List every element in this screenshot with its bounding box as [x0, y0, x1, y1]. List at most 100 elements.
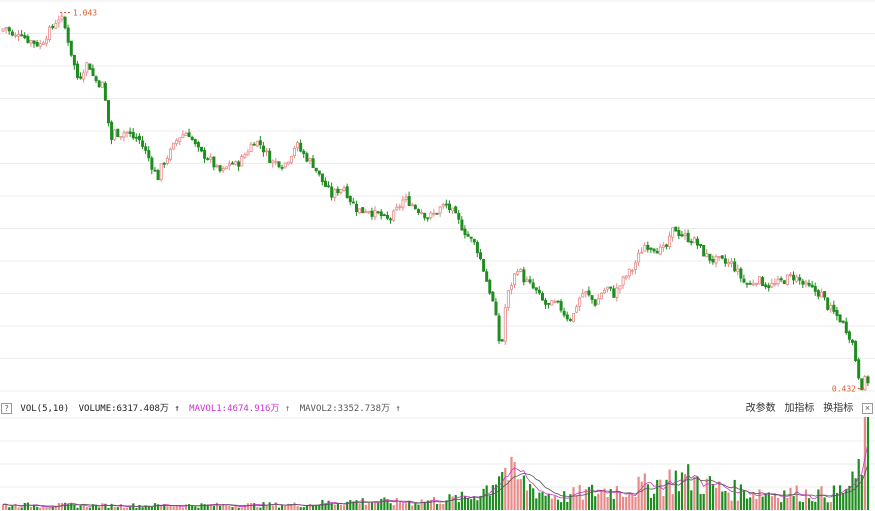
volume-bar — [405, 503, 408, 510]
candle-body — [416, 209, 420, 213]
candle-body — [739, 268, 743, 279]
volume-bar — [144, 505, 147, 510]
candle-body — [423, 212, 427, 219]
close-icon[interactable]: × — [862, 402, 873, 414]
volume-bar — [755, 498, 758, 510]
volume-bar — [246, 503, 250, 510]
candle-body — [674, 226, 678, 232]
candle-body — [618, 285, 622, 290]
candle-body — [122, 132, 126, 138]
candle-body — [854, 340, 858, 362]
candle-body — [172, 142, 176, 150]
volume-bar — [48, 506, 51, 510]
candle-body — [789, 274, 793, 276]
volume-bar — [814, 501, 817, 510]
volume-bar — [820, 486, 823, 510]
volume-bar — [783, 490, 786, 510]
candle-body — [13, 34, 17, 37]
candle-body — [785, 274, 789, 285]
candle-body — [584, 291, 588, 294]
candle-body — [559, 301, 563, 311]
volume-bar — [268, 502, 271, 510]
volume-bar — [85, 506, 88, 510]
candle-body — [652, 248, 656, 252]
candle-body — [348, 196, 352, 203]
volume-bar — [98, 507, 101, 510]
volume-bar — [33, 504, 36, 510]
candle-body — [1, 28, 5, 32]
volume-bar — [169, 506, 172, 510]
volume-bar — [535, 498, 538, 510]
candle-body — [358, 208, 362, 214]
candle-body — [237, 161, 241, 167]
volume-bar — [795, 485, 798, 510]
volume-bar — [764, 493, 767, 510]
volume-bar — [181, 507, 184, 510]
candle-body — [866, 376, 870, 384]
candle-body — [615, 287, 619, 298]
candle-body — [841, 320, 845, 323]
candle-body — [224, 166, 228, 170]
price-grid — [0, 0, 875, 392]
volume-bar — [773, 493, 777, 510]
volume-bar — [777, 497, 780, 510]
candle-body — [407, 196, 411, 207]
volume-bar — [8, 507, 11, 510]
candle-body — [48, 26, 52, 40]
volume-bar — [711, 484, 715, 510]
volume-bar — [501, 471, 504, 510]
volume-bar — [674, 470, 677, 510]
volume-bar — [733, 479, 736, 510]
volume-bar — [482, 488, 485, 510]
volume-bar — [532, 488, 535, 510]
candle-body — [513, 273, 517, 285]
low-price-label: 0.432 — [832, 385, 856, 394]
candle-body — [354, 203, 358, 213]
candle-body — [299, 142, 303, 152]
candle-body — [497, 315, 501, 342]
candle-body — [829, 305, 833, 310]
candle-body — [860, 378, 864, 391]
volume-bar — [581, 499, 584, 510]
volume-bar — [575, 495, 578, 510]
candle-body — [376, 211, 380, 214]
volume-bar — [801, 502, 804, 510]
candle-body — [91, 68, 95, 76]
candle-body — [550, 300, 554, 306]
switch-indicator-button[interactable]: 换指标 — [823, 403, 854, 414]
volume-bar — [277, 507, 281, 510]
candle-body — [280, 166, 284, 169]
candle-body — [367, 210, 371, 213]
volume-bar — [591, 484, 594, 510]
modify-params-button[interactable]: 改参数 — [745, 403, 776, 414]
candle-body — [782, 280, 786, 284]
volume-bar — [271, 505, 274, 510]
candle-body — [708, 253, 712, 261]
candle-body — [500, 339, 504, 342]
candle-body — [23, 35, 27, 39]
volume-bar — [129, 506, 132, 510]
volume-bar — [408, 500, 411, 510]
candle-body — [689, 241, 693, 244]
volume-bar — [451, 496, 454, 510]
add-indicator-button[interactable]: 加指标 — [784, 403, 815, 414]
candle-body — [76, 63, 80, 78]
candle-body — [807, 282, 811, 286]
volume-bar — [547, 493, 550, 510]
volume-bar — [274, 502, 277, 510]
candle-body — [460, 219, 464, 231]
help-icon[interactable]: ? — [1, 403, 12, 414]
candle-body — [863, 376, 867, 391]
candle-body — [562, 310, 566, 316]
volume-bar — [758, 489, 761, 510]
candle-body — [503, 307, 507, 342]
volume-bar — [79, 505, 82, 510]
volume-bar — [829, 502, 832, 510]
candle-body — [463, 228, 467, 236]
volume-bar — [578, 484, 581, 510]
indicator-name[interactable]: VOL(5,10) — [20, 404, 70, 414]
volume-bar — [488, 495, 491, 510]
candle-body — [323, 180, 327, 187]
volume-bar — [463, 495, 467, 510]
volume-bar — [618, 492, 622, 510]
